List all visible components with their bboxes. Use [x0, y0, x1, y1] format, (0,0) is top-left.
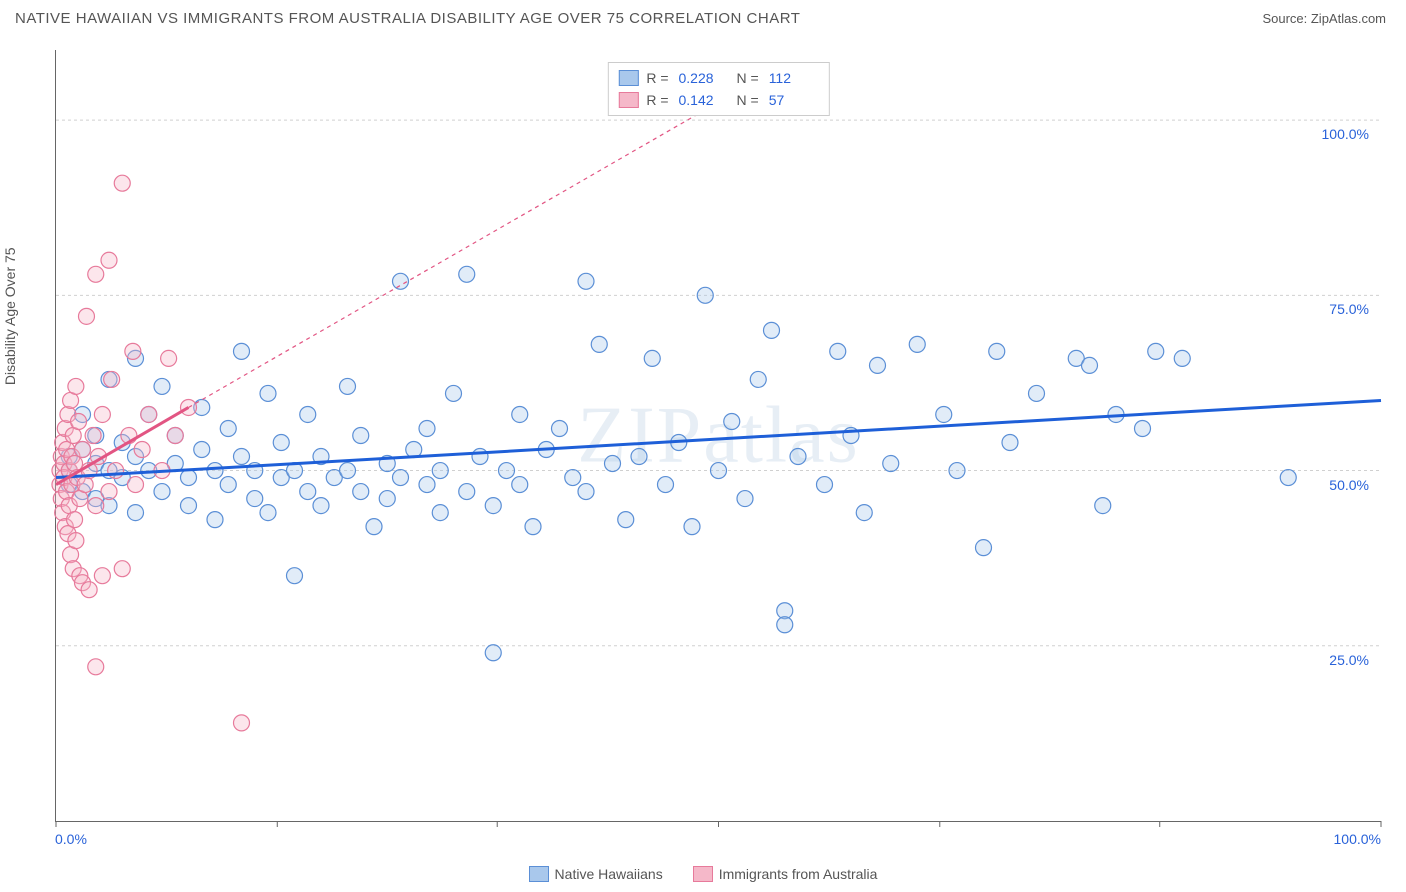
swatch-series-1 — [618, 70, 638, 86]
source-label: Source: ZipAtlas.com — [1262, 11, 1386, 26]
chart-title: NATIVE HAWAIIAN VS IMMIGRANTS FROM AUSTR… — [15, 10, 800, 27]
y-tick-label: 100.0% — [1322, 126, 1369, 142]
footer-legend: Native Hawaiians Immigrants from Austral… — [0, 866, 1406, 882]
r-value-2: 0.142 — [679, 92, 729, 108]
legend-row-1: R = 0.228 N = 112 — [618, 67, 818, 89]
footer-label-1: Native Hawaiians — [555, 866, 663, 882]
x-axis-max-label: 100.0% — [1334, 831, 1381, 847]
y-tick-label: 75.0% — [1329, 301, 1369, 317]
x-axis-min-label: 0.0% — [55, 831, 87, 847]
y-tick-label: 50.0% — [1329, 477, 1369, 493]
y-axis-label: Disability Age Over 75 — [2, 247, 18, 385]
r-value-1: 0.228 — [679, 70, 729, 86]
footer-swatch-2 — [693, 866, 713, 882]
plot-area: ZIPatlas R = 0.228 N = 112 R = 0.142 N =… — [55, 50, 1381, 822]
footer-legend-item-2: Immigrants from Australia — [693, 866, 878, 882]
swatch-series-2 — [618, 92, 638, 108]
footer-legend-item-1: Native Hawaiians — [529, 866, 663, 882]
y-tick-label: 25.0% — [1329, 652, 1369, 668]
n-value-1: 112 — [769, 70, 819, 86]
correlation-legend: R = 0.228 N = 112 R = 0.142 N = 57 — [607, 62, 829, 116]
footer-label-2: Immigrants from Australia — [719, 866, 878, 882]
legend-row-2: R = 0.142 N = 57 — [618, 89, 818, 111]
chart-container: Disability Age Over 75 ZIPatlas R = 0.22… — [15, 40, 1391, 852]
footer-swatch-1 — [529, 866, 549, 882]
n-value-2: 57 — [769, 92, 819, 108]
